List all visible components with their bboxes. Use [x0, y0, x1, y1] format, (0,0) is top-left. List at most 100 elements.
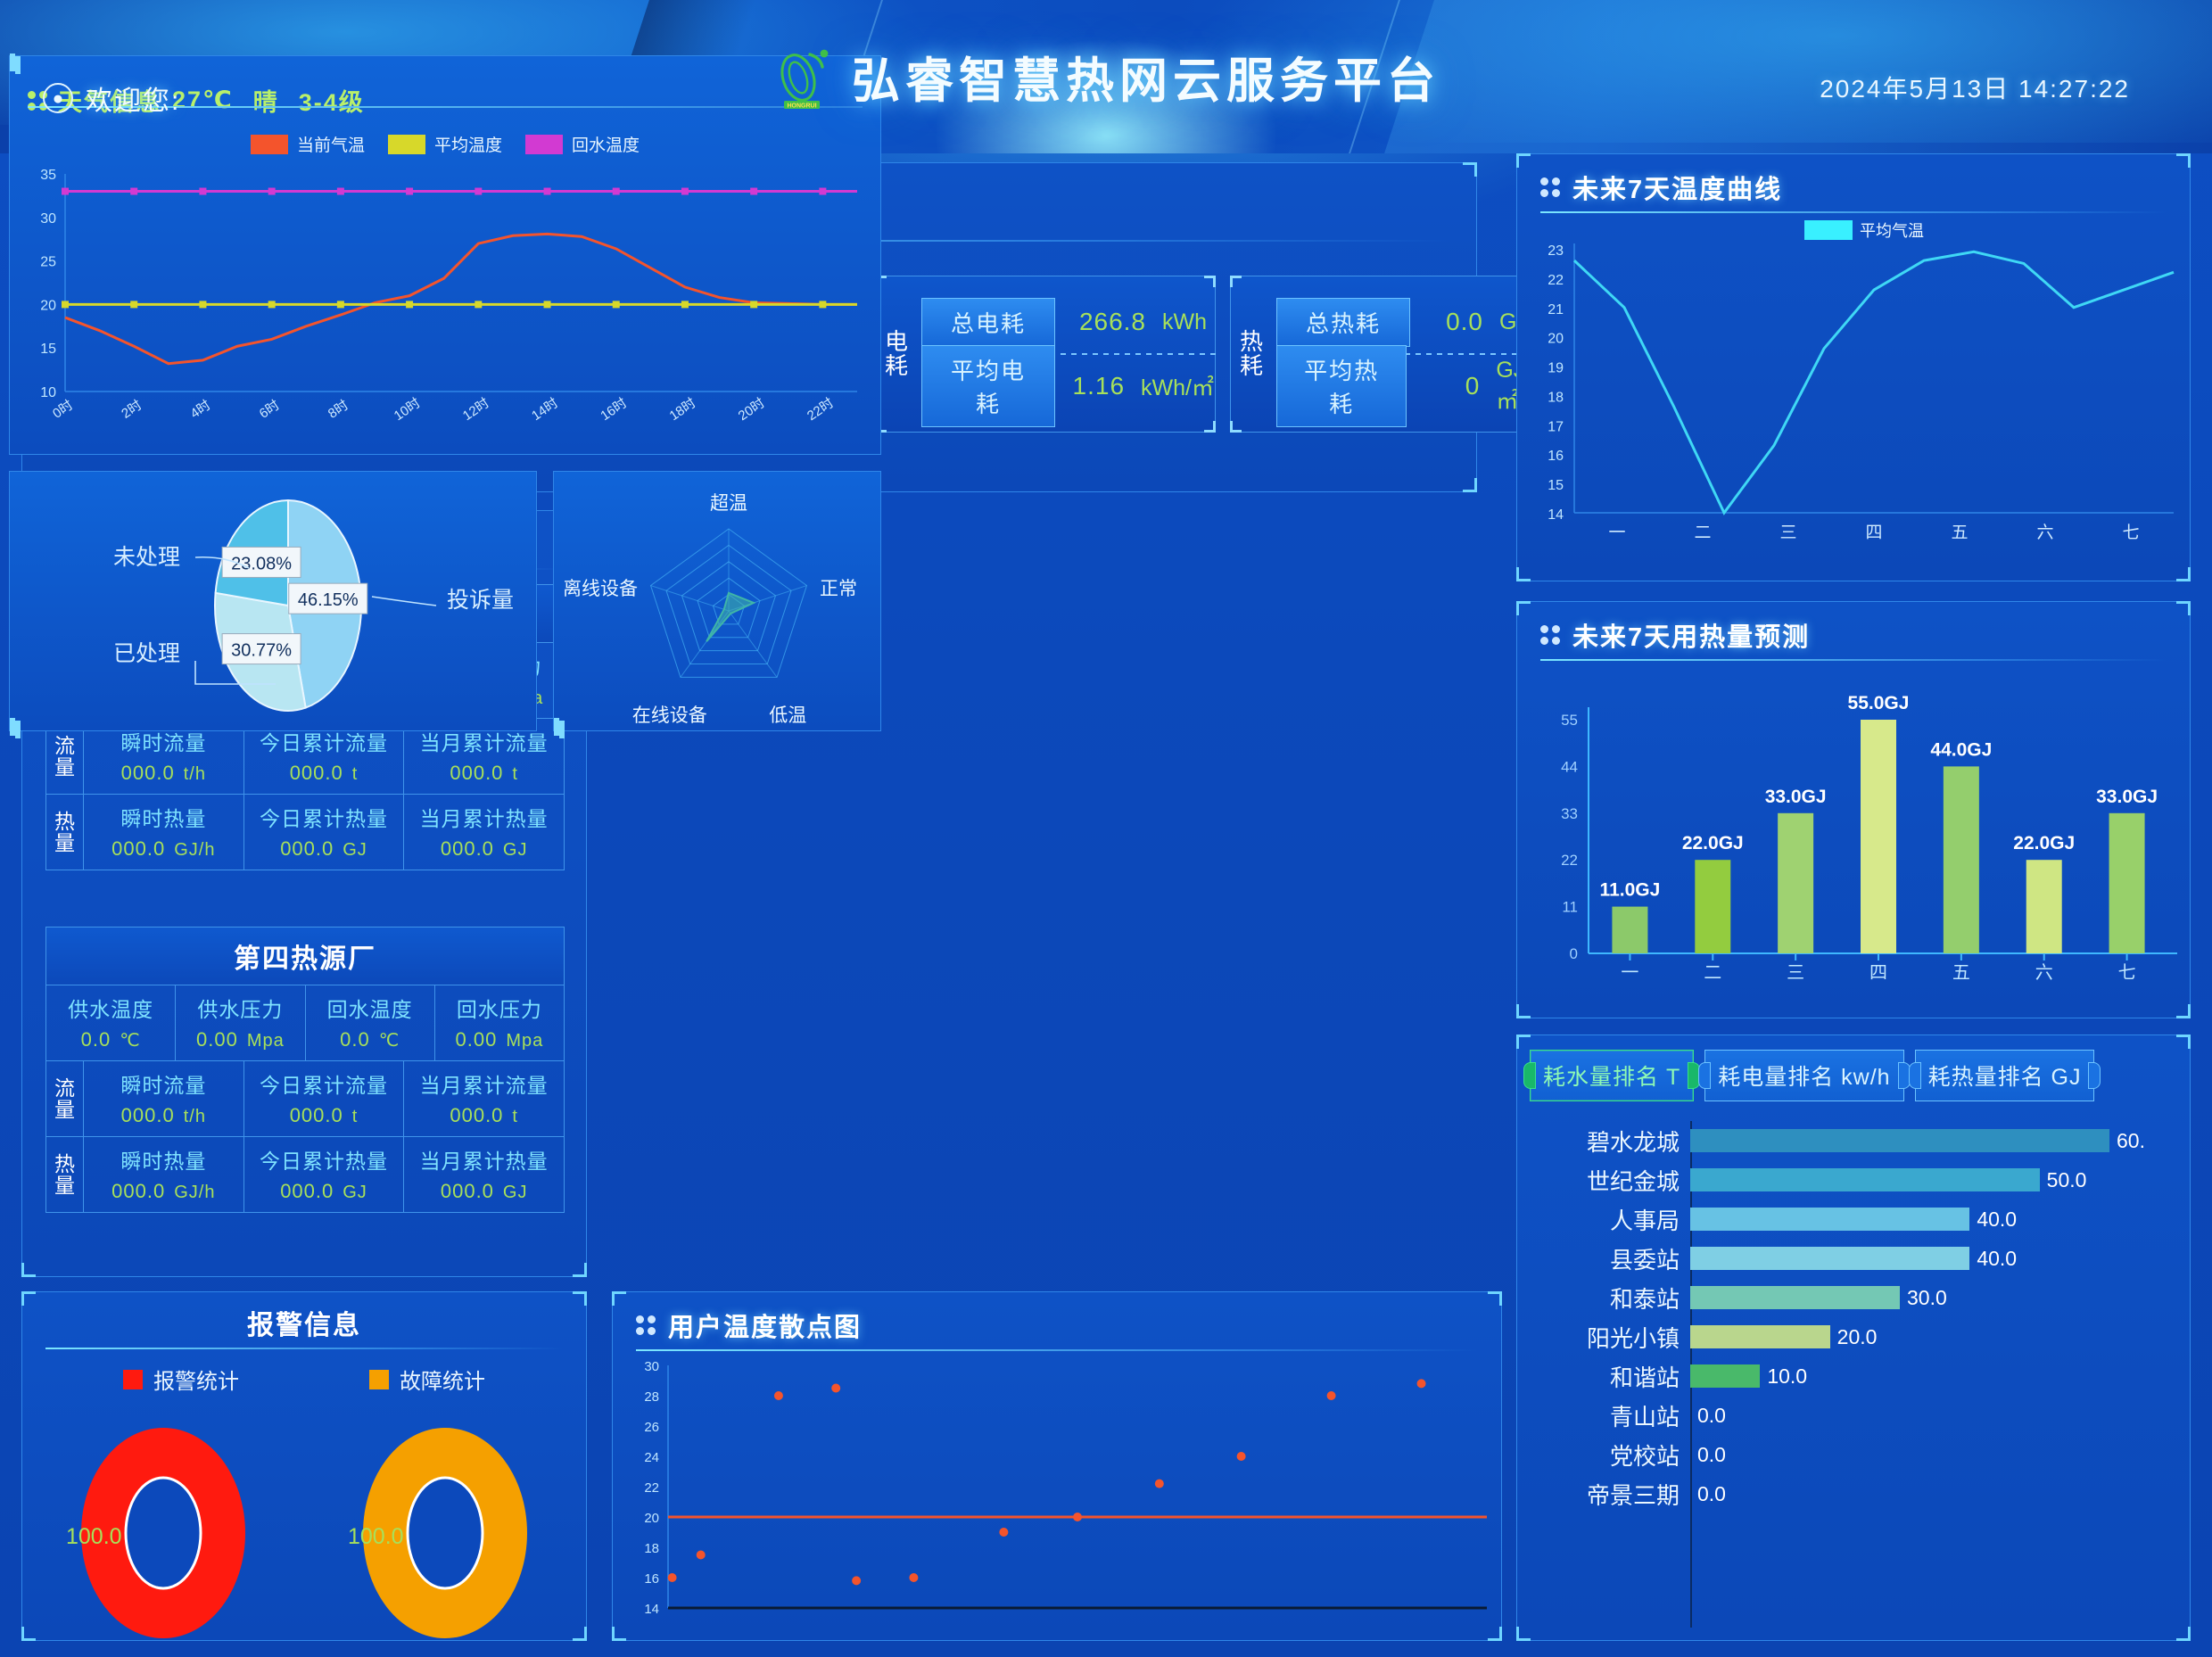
- ranking-row-bar: [1690, 1364, 1761, 1388]
- legend-item-current-temp[interactable]: 当前气温: [250, 132, 365, 156]
- alarm-donuts: 100.0 100.0: [22, 1426, 586, 1640]
- kpi-value-avg-electricity: 1.16: [1072, 372, 1126, 400]
- alarm-title: 报警信息: [247, 1311, 361, 1340]
- ranking-row-value: 0.0: [1697, 1442, 1726, 1466]
- svg-text:五: 五: [1952, 963, 1970, 983]
- cell-value: 0.00 Mpa: [439, 1028, 560, 1051]
- cell-header: 当月累计流量: [419, 731, 549, 754]
- divider: [1540, 211, 2167, 213]
- ranking-row[interactable]: 帝景三期 0.0: [1533, 1474, 2174, 1513]
- ranking-row[interactable]: 和谐站 10.0: [1533, 1356, 2174, 1396]
- group-side-label-heat: 热耗: [1240, 327, 1265, 379]
- cell-header: 当月累计流量: [419, 1074, 549, 1097]
- ranking-row-value: 60.: [2117, 1128, 2145, 1152]
- kpi-value-avg-heat: 0: [1465, 372, 1481, 400]
- legend-item-avg-temp[interactable]: 平均温度: [387, 132, 502, 156]
- tab-water-ranking[interactable]: 耗水量排名 T: [1523, 1050, 1701, 1101]
- tab-heat-ranking[interactable]: 耗热量排名 GJ: [1908, 1050, 2101, 1101]
- cell-number: 0.0: [340, 1028, 370, 1051]
- corner-deco: [573, 1627, 587, 1641]
- svg-text:一: 一: [1608, 523, 1625, 542]
- corner-deco: [2176, 567, 2191, 581]
- scatter-title-label: 用户温度散点图: [668, 1314, 863, 1342]
- table-cell: 瞬时热量 000.0 GJ/h: [84, 795, 244, 870]
- welcome-label: 欢迎您:: [86, 87, 181, 116]
- svg-text:22: 22: [644, 1480, 659, 1496]
- ranking-row[interactable]: 碧水龙城 60.: [1533, 1121, 2174, 1160]
- cell-header: 今日累计热量: [260, 1150, 388, 1173]
- svg-text:22: 22: [1561, 852, 1578, 869]
- alarm-panel: 报警信息 报警统计 故障统计 100.0 100.0: [21, 1291, 587, 1641]
- svg-text:22.0GJ: 22.0GJ: [2013, 833, 2075, 853]
- svg-text:14: 14: [1548, 507, 1564, 523]
- cell-number: 0.00: [196, 1028, 238, 1051]
- tab-electricity-ranking-label: 耗电量排名 kw/h: [1718, 1065, 1891, 1090]
- scatter-svg: 14 16 18 20 22 24 26 28 30: [644, 1359, 1487, 1617]
- legend-item-fault: 故障统计: [369, 1364, 485, 1395]
- cell-header: 回水压力: [456, 998, 542, 1021]
- ranking-row-bar: [1690, 1325, 1830, 1348]
- svg-text:正常: 正常: [820, 579, 857, 599]
- cell-value: 000.0 t/h: [87, 762, 240, 785]
- ranking-row-name: 阳光小镇: [1586, 1324, 1680, 1352]
- weather-condition: 晴: [252, 89, 279, 116]
- corner-deco: [1463, 162, 1477, 177]
- ranking-row-name: 县委站: [1609, 1246, 1680, 1274]
- four-dots-icon: [1540, 625, 1560, 645]
- cell-header: 瞬时流量: [120, 731, 207, 754]
- plant-4-name: 第四热源厂: [46, 927, 564, 985]
- cell-unit: GJ: [343, 1183, 367, 1202]
- cell-value: 000.0 GJ: [248, 837, 400, 861]
- ranking-row[interactable]: 阳光小镇 20.0: [1533, 1317, 2174, 1356]
- cell-value: 000.0 t: [248, 762, 400, 785]
- corner-deco: [21, 1291, 36, 1306]
- svg-text:25: 25: [40, 255, 56, 270]
- ranking-row-name: 党校站: [1609, 1442, 1680, 1470]
- complaint-pie-card: 46.15% 30.77% 23.08% 投诉量 未处理 已处理: [9, 471, 537, 738]
- cell-value: 000.0 t/h: [87, 1104, 240, 1127]
- plant-card-4: 第四热源厂 供水温度 0.0 ℃ 供水压力 0.00 Mpa 回水温度 0.0 ℃ 回水压力…: [45, 927, 565, 1213]
- tab-electricity-ranking[interactable]: 耗电量排名 kw/h: [1698, 1050, 1911, 1101]
- svg-text:2时: 2时: [119, 398, 144, 422]
- welcome-block: ● 欢迎您:: [43, 78, 180, 118]
- ranking-row-value: 20.0: [1836, 1324, 1878, 1348]
- ranking-row[interactable]: 青山站 0.0: [1533, 1396, 2174, 1435]
- ranking-row[interactable]: 和泰站 30.0: [1533, 1278, 2174, 1317]
- kpi-row-avg-heat: 平均热耗 0 GJ/㎡: [1276, 345, 1551, 427]
- svg-text:44: 44: [1561, 758, 1578, 775]
- scatter-title: 用户温度散点图: [613, 1292, 1501, 1353]
- corner-deco: [2176, 1004, 2191, 1018]
- cell-number: 000.0: [440, 1180, 494, 1202]
- svg-text:三: 三: [1779, 523, 1796, 542]
- table-cell: 当月累计流量 000.0 t: [404, 1061, 564, 1136]
- future7-temp-title: 未来7天温度曲线: [1517, 154, 2190, 215]
- row-side-label-heat: 热量: [46, 1137, 84, 1212]
- ranking-row[interactable]: 世纪金城 50.0: [1533, 1160, 2174, 1199]
- svg-text:低温: 低温: [769, 705, 806, 726]
- svg-text:33.0GJ: 33.0GJ: [1765, 787, 1827, 807]
- svg-text:21: 21: [1548, 302, 1564, 317]
- ranking-row[interactable]: 县委站 40.0: [1533, 1239, 2174, 1278]
- ranking-row-name: 和泰站: [1609, 1285, 1680, 1313]
- ranking-row[interactable]: 党校站 0.0: [1533, 1435, 2174, 1474]
- svg-text:44.0GJ: 44.0GJ: [1930, 739, 1992, 760]
- ranking-row[interactable]: 人事局 40.0: [1533, 1199, 2174, 1239]
- corner-deco: [1204, 421, 1216, 433]
- ranking-row-value: 40.0: [1977, 1246, 2018, 1270]
- cell-unit: Mpa: [506, 1031, 544, 1051]
- divider: [636, 1349, 1478, 1351]
- svg-text:35: 35: [40, 168, 56, 183]
- divider: [45, 1348, 563, 1349]
- svg-text:平均气温: 平均气温: [1860, 222, 1924, 240]
- cell-number: 000.0: [111, 1180, 166, 1202]
- svg-text:30: 30: [644, 1359, 659, 1374]
- cell-header: 瞬时热量: [120, 1150, 207, 1173]
- row-side-label-flow: 流量: [46, 719, 84, 794]
- table-cell: 今日累计热量 000.0 GJ: [244, 795, 405, 870]
- cell-number: 000.0: [440, 837, 494, 860]
- svg-text:五: 五: [1951, 523, 1968, 542]
- kpi-group-electricity: 电耗 总电耗 266.8 kWh 平均电耗 1.16 kWh/㎡: [875, 276, 1217, 433]
- svg-text:0: 0: [1570, 945, 1578, 962]
- legend-item-return-temp[interactable]: 回水温度: [525, 132, 640, 156]
